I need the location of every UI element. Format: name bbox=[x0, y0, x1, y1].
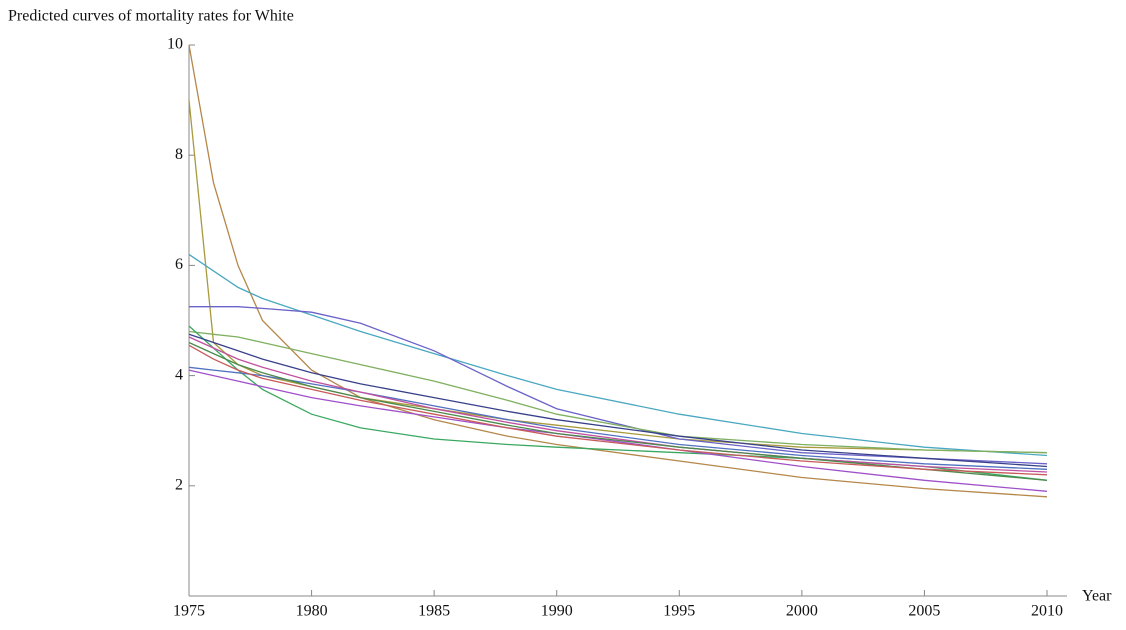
y-tick-label: 6 bbox=[175, 256, 183, 273]
curve bbox=[188, 341, 1048, 481]
curve bbox=[188, 100, 1048, 454]
curve bbox=[188, 344, 1048, 476]
y-tick-label: 2 bbox=[175, 476, 183, 493]
x-tick-label: 2005 bbox=[908, 603, 940, 620]
curve bbox=[188, 253, 1048, 457]
chart-title: Predicted curves of mortality rates for … bbox=[8, 8, 294, 25]
curve bbox=[188, 325, 1048, 481]
curve bbox=[188, 330, 1048, 454]
curve bbox=[189, 306, 1048, 465]
curve bbox=[188, 366, 1048, 470]
x-axis-label: Year bbox=[1082, 588, 1112, 605]
x-tick-label: 1975 bbox=[173, 603, 205, 620]
curve bbox=[188, 44, 1048, 498]
x-tick-label: 1995 bbox=[663, 603, 695, 620]
x-tick-label: 1985 bbox=[418, 603, 450, 620]
curve bbox=[188, 369, 1048, 492]
y-tick-label: 8 bbox=[175, 146, 183, 163]
x-tick-label: 2010 bbox=[1031, 603, 1063, 620]
curve bbox=[188, 336, 1048, 473]
x-tick-label: 2000 bbox=[786, 603, 818, 620]
x-tick-label: 1990 bbox=[541, 603, 573, 620]
x-tick-label: 1980 bbox=[296, 603, 328, 620]
curve bbox=[188, 333, 1048, 468]
y-tick-label: 10 bbox=[167, 36, 183, 53]
y-tick-label: 4 bbox=[175, 366, 183, 383]
